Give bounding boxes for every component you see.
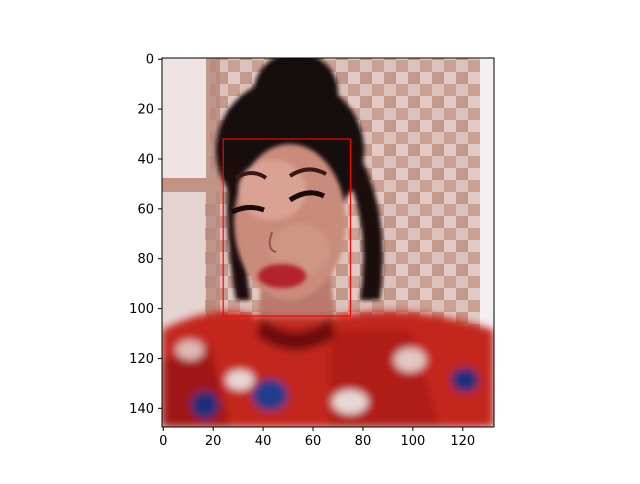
y-tick-label: 120 <box>129 352 154 367</box>
y-tick-label: 20 <box>137 103 154 118</box>
x-tick-label: 40 <box>255 434 272 449</box>
y-tick-label: 100 <box>129 302 154 317</box>
x-axis-ticks: 0 20 40 60 80 100 120 <box>159 427 475 449</box>
y-tick-label: 60 <box>137 202 154 217</box>
x-tick-label: 80 <box>355 434 372 449</box>
axes-frame <box>161 57 495 428</box>
y-tick-label: 140 <box>129 402 154 417</box>
y-tick-label: 40 <box>137 152 154 167</box>
detection-box <box>222 138 352 317</box>
x-tick-label: 0 <box>159 434 167 449</box>
x-tick-label: 120 <box>450 434 475 449</box>
y-tick-label: 0 <box>146 53 154 68</box>
x-tick-label: 20 <box>205 434 222 449</box>
y-axis-ticks: 0 20 40 60 80 100 120 140 <box>129 53 162 417</box>
photo-image <box>162 58 494 427</box>
y-tick-label: 80 <box>137 252 154 267</box>
x-tick-label: 60 <box>305 434 322 449</box>
x-tick-label: 100 <box>400 434 425 449</box>
